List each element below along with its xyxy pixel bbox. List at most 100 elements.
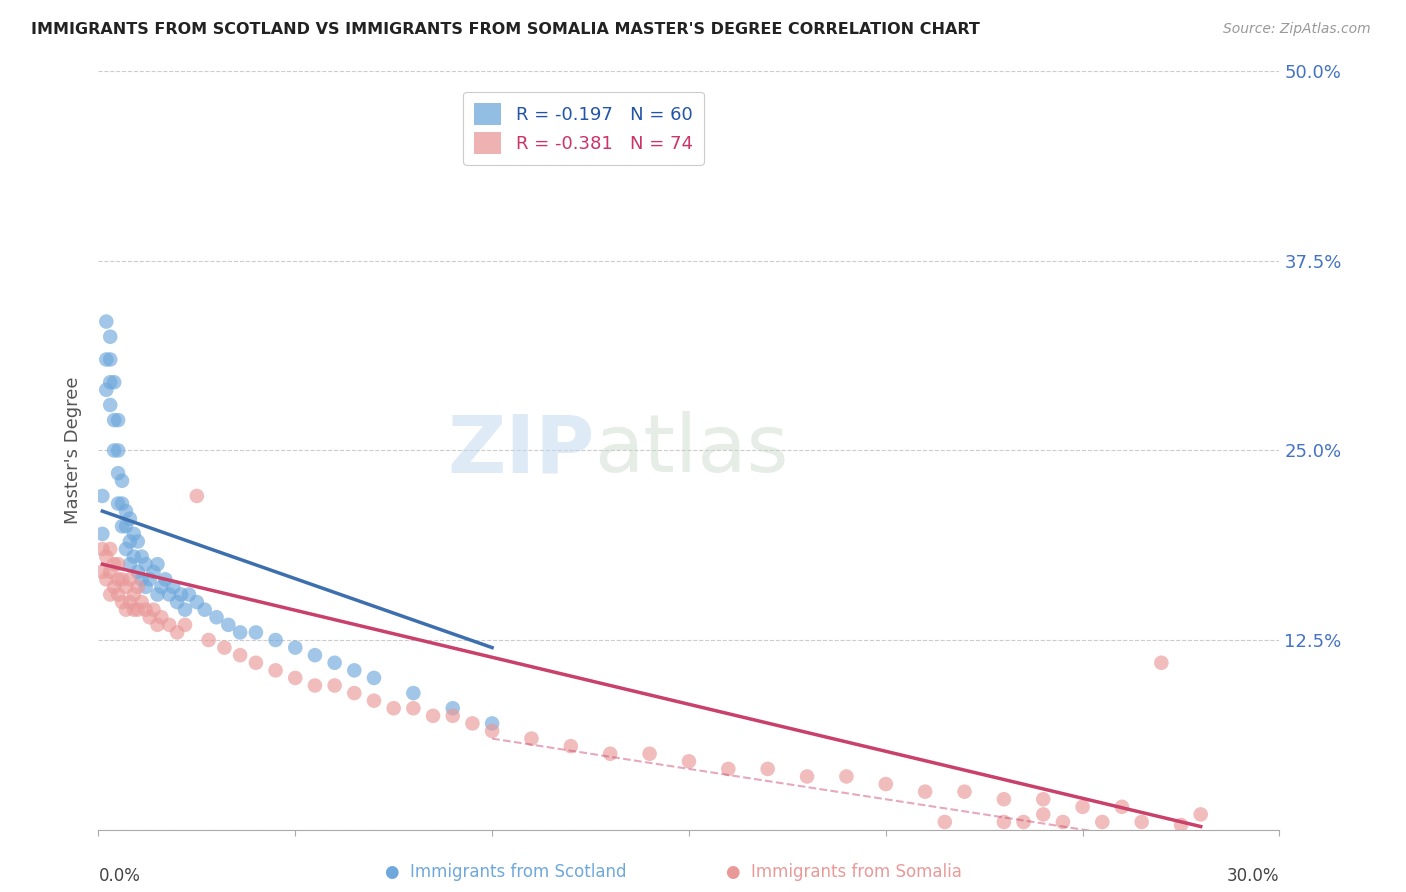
Point — [245, 625, 267, 640]
Point — [98, 588, 121, 602]
Text: 0.0%: 0.0% — [98, 867, 141, 886]
Point — [122, 588, 145, 602]
Point — [135, 603, 157, 617]
Point — [217, 617, 239, 632]
Point — [96, 383, 118, 397]
Point — [205, 610, 228, 624]
Point — [157, 617, 180, 632]
Legend: R = -0.197   N = 60, R = -0.381   N = 74: R = -0.197 N = 60, R = -0.381 N = 74 — [464, 92, 703, 165]
Point — [138, 610, 160, 624]
Point — [229, 648, 252, 662]
Point — [402, 686, 425, 700]
Point — [953, 785, 976, 799]
Point — [135, 580, 157, 594]
Point — [284, 640, 307, 655]
Point — [796, 769, 818, 784]
Point — [1170, 818, 1192, 832]
Point — [1130, 815, 1153, 830]
Point — [264, 664, 287, 678]
Point — [363, 671, 385, 685]
Y-axis label: Master's Degree: Master's Degree — [65, 376, 83, 524]
Point — [111, 519, 134, 533]
Point — [127, 580, 149, 594]
Point — [304, 648, 326, 662]
Point — [162, 580, 184, 594]
Point — [115, 542, 138, 557]
Point — [1012, 815, 1035, 830]
Point — [98, 352, 121, 367]
Point — [146, 617, 169, 632]
Point — [107, 557, 129, 572]
Point — [194, 603, 217, 617]
Point — [91, 489, 114, 503]
Point — [111, 595, 134, 609]
Point — [875, 777, 897, 791]
Point — [135, 557, 157, 572]
Point — [107, 467, 129, 481]
Text: Source: ZipAtlas.com: Source: ZipAtlas.com — [1223, 22, 1371, 37]
Point — [914, 785, 936, 799]
Point — [157, 588, 180, 602]
Point — [304, 678, 326, 692]
Point — [103, 413, 125, 427]
Text: 30.0%: 30.0% — [1227, 867, 1279, 886]
Point — [402, 701, 425, 715]
Text: ●  Immigrants from Scotland: ● Immigrants from Scotland — [385, 863, 627, 881]
Point — [118, 557, 141, 572]
Point — [98, 330, 121, 344]
Point — [122, 526, 145, 541]
Point — [155, 573, 177, 587]
Point — [343, 686, 366, 700]
Point — [127, 603, 149, 617]
Point — [245, 656, 267, 670]
Point — [111, 496, 134, 510]
Point — [186, 595, 208, 609]
Point — [115, 580, 138, 594]
Point — [122, 549, 145, 564]
Point — [111, 573, 134, 587]
Point — [1111, 800, 1133, 814]
Point — [638, 747, 661, 761]
Point — [323, 656, 346, 670]
Point — [142, 603, 165, 617]
Point — [103, 557, 125, 572]
Point — [107, 588, 129, 602]
Point — [96, 314, 118, 328]
Text: ●  Immigrants from Somalia: ● Immigrants from Somalia — [725, 863, 962, 881]
Point — [756, 762, 779, 776]
Point — [363, 694, 385, 708]
Point — [481, 716, 503, 731]
Point — [96, 352, 118, 367]
Point — [91, 565, 114, 579]
Point — [118, 573, 141, 587]
Point — [1032, 792, 1054, 806]
Point — [166, 595, 188, 609]
Point — [934, 815, 956, 830]
Point — [177, 588, 200, 602]
Point — [103, 376, 125, 390]
Point — [993, 815, 1015, 830]
Point — [150, 580, 173, 594]
Point — [166, 625, 188, 640]
Point — [98, 542, 121, 557]
Point — [146, 588, 169, 602]
Point — [96, 549, 118, 564]
Point — [107, 496, 129, 510]
Point — [599, 747, 621, 761]
Point — [382, 701, 405, 715]
Point — [717, 762, 740, 776]
Text: IMMIGRANTS FROM SCOTLAND VS IMMIGRANTS FROM SOMALIA MASTER'S DEGREE CORRELATION : IMMIGRANTS FROM SCOTLAND VS IMMIGRANTS F… — [31, 22, 980, 37]
Point — [98, 398, 121, 412]
Point — [103, 580, 125, 594]
Point — [214, 640, 236, 655]
Point — [520, 731, 543, 746]
Point — [993, 792, 1015, 806]
Point — [107, 573, 129, 587]
Point — [127, 534, 149, 549]
Point — [103, 443, 125, 458]
Point — [118, 512, 141, 526]
Point — [118, 534, 141, 549]
Point — [98, 376, 121, 390]
Point — [127, 565, 149, 579]
Point — [170, 588, 193, 602]
